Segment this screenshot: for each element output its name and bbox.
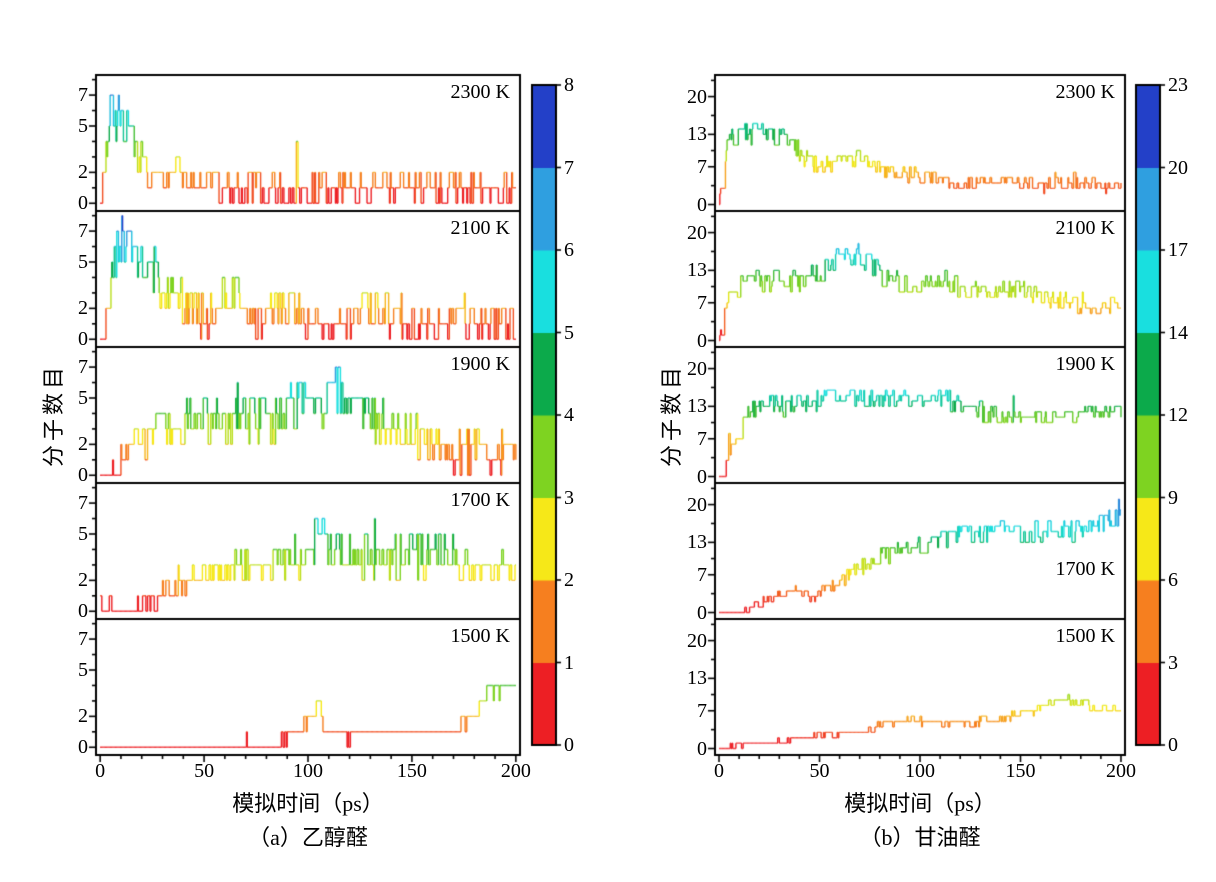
y-axis-label: 分子数目 <box>659 362 684 468</box>
y-axis-label: 分子数目 <box>41 362 66 468</box>
panel-caption: （b）甘油醛 <box>859 825 981 850</box>
panel-a: 分子数目 模拟时间（ps） （a）乙醇醛 0 2 5 7 2300 K 0 2 5 7 2100 … <box>40 60 640 870</box>
panel-b: 分子数目 模拟时间（ps） （b）甘油醛 0 7 13 20 2300 K 0 7 13 20 2… <box>656 60 1216 870</box>
panel-a-plot-canvas <box>40 60 640 870</box>
panel-b-plot-canvas <box>656 60 1216 870</box>
x-axis-title: 模拟时间（ps） <box>844 791 996 816</box>
panel-caption: （a）乙醇醛 <box>248 825 368 850</box>
x-axis-title: 模拟时间（ps） <box>232 791 384 816</box>
